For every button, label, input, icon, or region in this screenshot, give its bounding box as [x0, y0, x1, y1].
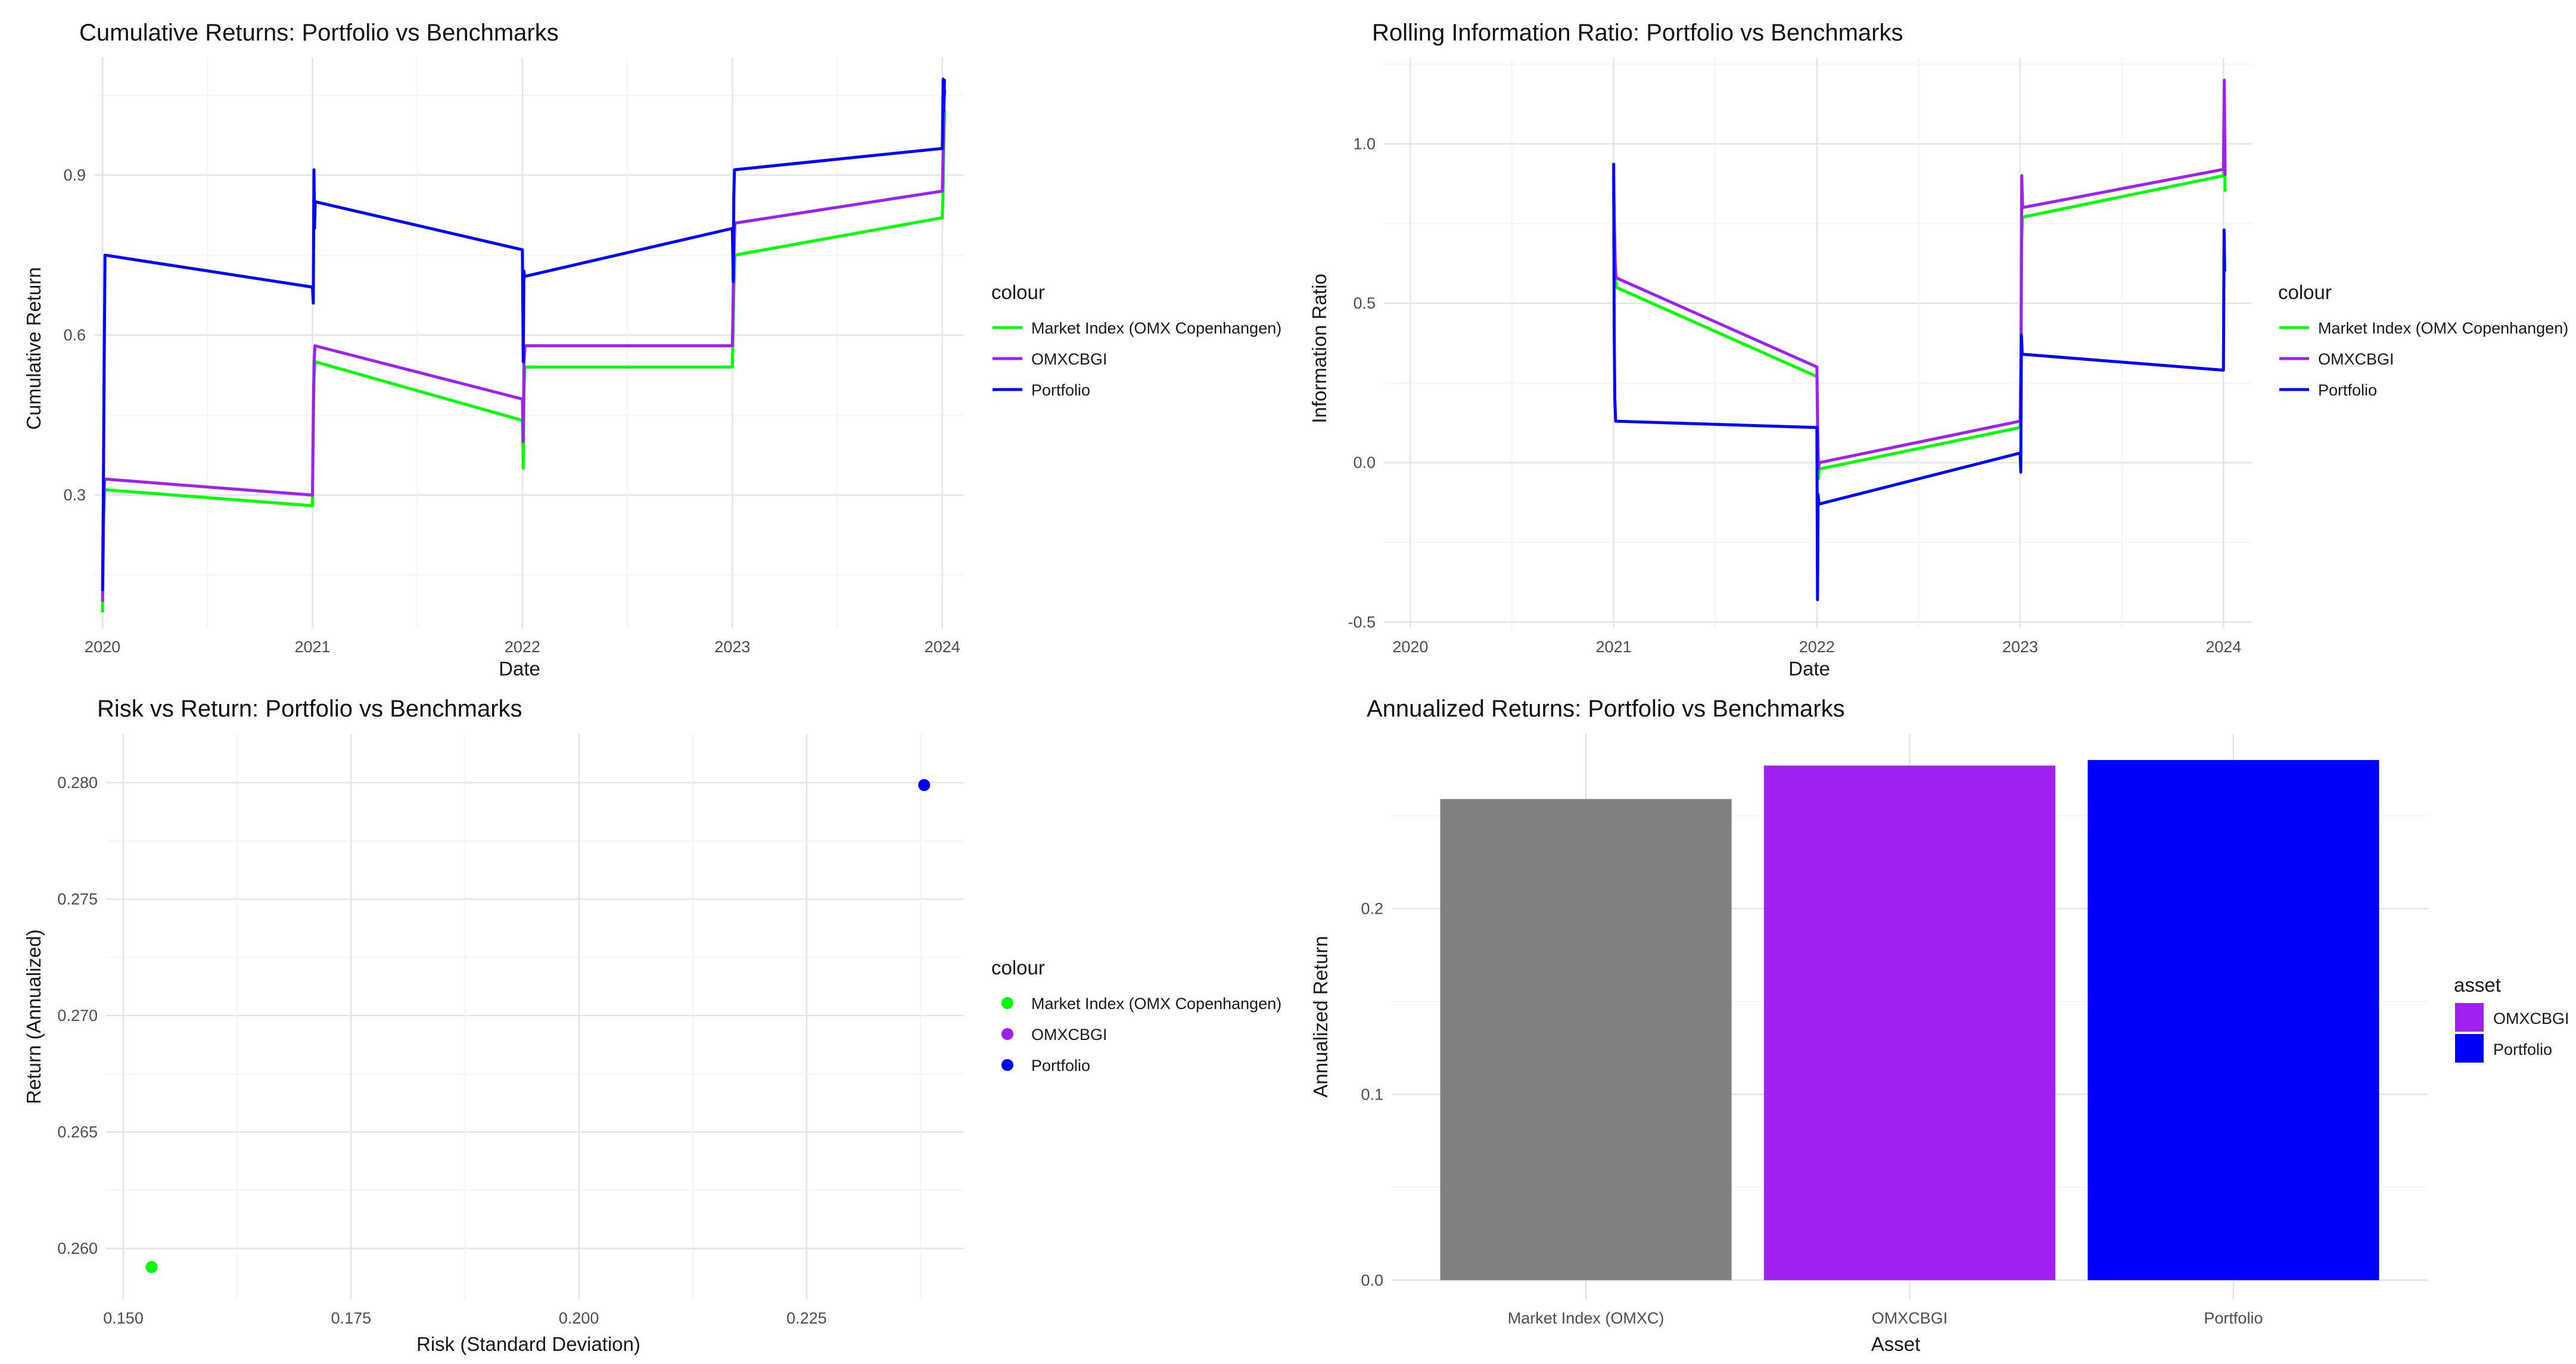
legend-key-omxcbgi	[2455, 1003, 2484, 1032]
series-line-portfolio	[1612, 163, 2226, 602]
risk-return-title: Risk vs Return: Portfolio vs Benchmarks	[97, 696, 522, 722]
annualized-returns-x-axis: Market Index (OMXC) OMXCBGI Portfolio	[1508, 1309, 2263, 1327]
cumulative-returns-panel: Cumulative Returns: Portfolio vs Benchma…	[23, 20, 1281, 680]
y-tick-label: 0.0	[1353, 454, 1376, 472]
x-tick-label: 2021	[1596, 638, 1632, 656]
y-tick-label: 0.265	[57, 1123, 98, 1141]
y-tick-label: 0.275	[57, 890, 98, 908]
bar-market-index-omxc	[1440, 799, 1732, 1281]
risk-return-legend: colour Market Index (OMX Copenhangen) OM…	[991, 957, 1281, 1075]
x-tick-label: 0.150	[103, 1309, 144, 1327]
annualized-returns-bars	[1440, 759, 2379, 1281]
x-tick-label: 0.225	[786, 1309, 827, 1327]
x-tick-label: 2020	[1392, 638, 1428, 656]
legend-label-omxcbgi: OMXCBGI	[1031, 350, 1107, 368]
legend-label-portfolio: Portfolio	[2493, 1041, 2552, 1058]
x-tick-label: 2022	[505, 638, 540, 656]
y-tick-label: 0.0	[1361, 1271, 1383, 1289]
risk-return-y-axis: 0.260 0.265 0.270 0.275 0.280	[57, 774, 98, 1257]
y-tick-label: 0.260	[57, 1240, 98, 1257]
annualized-returns-y-label: Annualized Return	[1309, 936, 1331, 1098]
legend-label-market-index: Market Index (OMX Copenhangen)	[1031, 995, 1281, 1013]
x-tick-label: 2024	[925, 638, 960, 656]
legend-label-omxcbgi: OMXCBGI	[2318, 350, 2394, 368]
x-tick-label: 2021	[294, 638, 330, 656]
series-line-portfolio	[101, 77, 946, 591]
legend-title: asset	[2454, 974, 2501, 996]
information-ratio-lines	[1612, 79, 2227, 602]
y-tick-label: -0.5	[1348, 613, 1376, 631]
information-ratio-x-axis: 2020 2021 2022 2023 2024	[1392, 638, 2241, 656]
cumulative-returns-legend: colour Market Index (OMX Copenhangen) OM…	[991, 281, 1281, 399]
bar-portfolio	[2087, 759, 2379, 1281]
x-tick-label: 2023	[714, 638, 750, 656]
legend-label-portfolio: Portfolio	[2318, 381, 2377, 399]
cumulative-returns-y-label: Cumulative Return	[23, 267, 45, 429]
risk-return-grid	[106, 734, 963, 1300]
risk-return-y-label: Return (Annualized)	[23, 929, 45, 1104]
y-tick-label: 0.1	[1361, 1085, 1383, 1103]
legend-title: colour	[2278, 281, 2332, 303]
y-tick-label: 0.5	[1353, 294, 1376, 312]
legend-key-omxcbgi	[1001, 1028, 1013, 1040]
annualized-returns-panel: Annualized Returns: Portfolio vs Benchma…	[1309, 696, 2569, 1355]
information-ratio-y-label: Information Ratio	[1308, 273, 1330, 423]
y-tick-label: 0.270	[57, 1007, 98, 1024]
x-tick-label: OMXCBGI	[1872, 1309, 1948, 1327]
legend-label-market-index: Market Index (OMX Copenhangen)	[2318, 319, 2568, 337]
y-tick-label: 0.280	[57, 774, 98, 792]
y-tick-label: 0.9	[63, 166, 86, 184]
cumulative-returns-title: Cumulative Returns: Portfolio vs Benchma…	[79, 20, 559, 46]
legend-key-portfolio	[2455, 1034, 2484, 1063]
legend-label-portfolio: Portfolio	[1031, 1057, 1090, 1075]
legend-label-omxcbgi: OMXCBGI	[1031, 1026, 1107, 1044]
y-tick-label: 0.3	[63, 486, 86, 504]
annualized-returns-x-label: Asset	[1871, 1333, 1921, 1355]
cumulative-returns-lines	[101, 77, 947, 613]
information-ratio-x-label: Date	[1788, 658, 1830, 680]
risk-return-x-axis: 0.150 0.175 0.200 0.225	[103, 1309, 826, 1327]
cumulative-returns-x-axis: 2020 2021 2022 2023 2024	[85, 638, 960, 656]
legend-key-market-index	[1001, 997, 1013, 1009]
x-tick-label: 2023	[2002, 638, 2038, 656]
annualized-returns-legend: asset OMXCBGI Portfolio	[2454, 974, 2569, 1063]
legend-key-portfolio	[1001, 1059, 1013, 1071]
y-tick-label: 1.0	[1353, 135, 1376, 153]
risk-return-panel: Risk vs Return: Portfolio vs Benchmarks …	[23, 696, 1281, 1355]
x-tick-label: 0.175	[331, 1309, 372, 1327]
x-tick-label: 2020	[85, 638, 120, 656]
risk-return-x-label: Risk (Standard Deviation)	[416, 1333, 640, 1355]
x-tick-label: 2022	[1799, 638, 1835, 656]
bar-omxcbgi	[1763, 765, 2056, 1281]
risk-return-points	[145, 779, 931, 1273]
scatter-point-portfolio	[918, 779, 931, 792]
legend-title: colour	[991, 957, 1045, 979]
y-tick-label: 0.2	[1361, 899, 1383, 917]
legend-label-market-index: Market Index (OMX Copenhangen)	[1031, 319, 1281, 337]
x-tick-label: 2024	[2205, 638, 2241, 656]
x-tick-label: Portfolio	[2204, 1309, 2263, 1327]
scatter-point-market-index-omx-copenhangen	[145, 1261, 158, 1273]
legend-label-portfolio: Portfolio	[1031, 381, 1090, 399]
annualized-returns-y-axis: 0.0 0.1 0.2	[1361, 899, 1383, 1289]
x-tick-label: Market Index (OMXC)	[1508, 1309, 1665, 1327]
cumulative-returns-grid	[94, 58, 963, 628]
information-ratio-title: Rolling Information Ratio: Portfolio vs …	[1372, 20, 1903, 46]
series-line-omxcbgi	[1612, 79, 2227, 471]
legend-label-omxcbgi: OMXCBGI	[2493, 1010, 2569, 1027]
x-tick-label: 0.200	[559, 1309, 599, 1327]
information-ratio-legend: colour Market Index (OMX Copenhangen) OM…	[2278, 281, 2568, 399]
y-tick-label: 0.6	[63, 326, 86, 344]
cumulative-returns-y-axis: 0.3 0.6 0.9	[63, 166, 86, 504]
annualized-returns-title: Annualized Returns: Portfolio vs Benchma…	[1367, 696, 1845, 722]
cumulative-returns-x-label: Date	[499, 658, 540, 680]
information-ratio-y-axis: -0.5 0.0 0.5 1.0	[1348, 135, 1376, 631]
information-ratio-panel: Rolling Information Ratio: Portfolio vs …	[1308, 20, 2568, 680]
legend-title: colour	[991, 281, 1045, 303]
